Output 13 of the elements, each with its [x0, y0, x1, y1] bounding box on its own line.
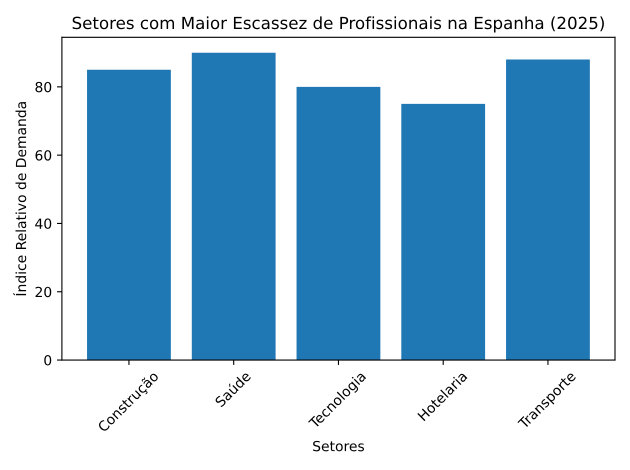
y-tick-label: 60	[35, 150, 52, 161]
y-axis-title: Índice Relativo de Demanda	[13, 102, 26, 296]
y-tick-label: 20	[36, 286, 52, 298]
bar	[192, 52, 276, 360]
y-tick-label: 40	[35, 218, 52, 229]
x-axis-title: Setores	[313, 440, 364, 452]
chart-title: Setores com Maior Escassez de Profissionais na Espanha (2025)	[72, 16, 604, 32]
bar	[401, 104, 486, 360]
bar	[506, 60, 590, 360]
bar	[296, 86, 380, 360]
y-tick-label: 0	[44, 355, 52, 366]
bar	[87, 70, 171, 360]
y-tick-label: 80	[35, 82, 52, 92]
